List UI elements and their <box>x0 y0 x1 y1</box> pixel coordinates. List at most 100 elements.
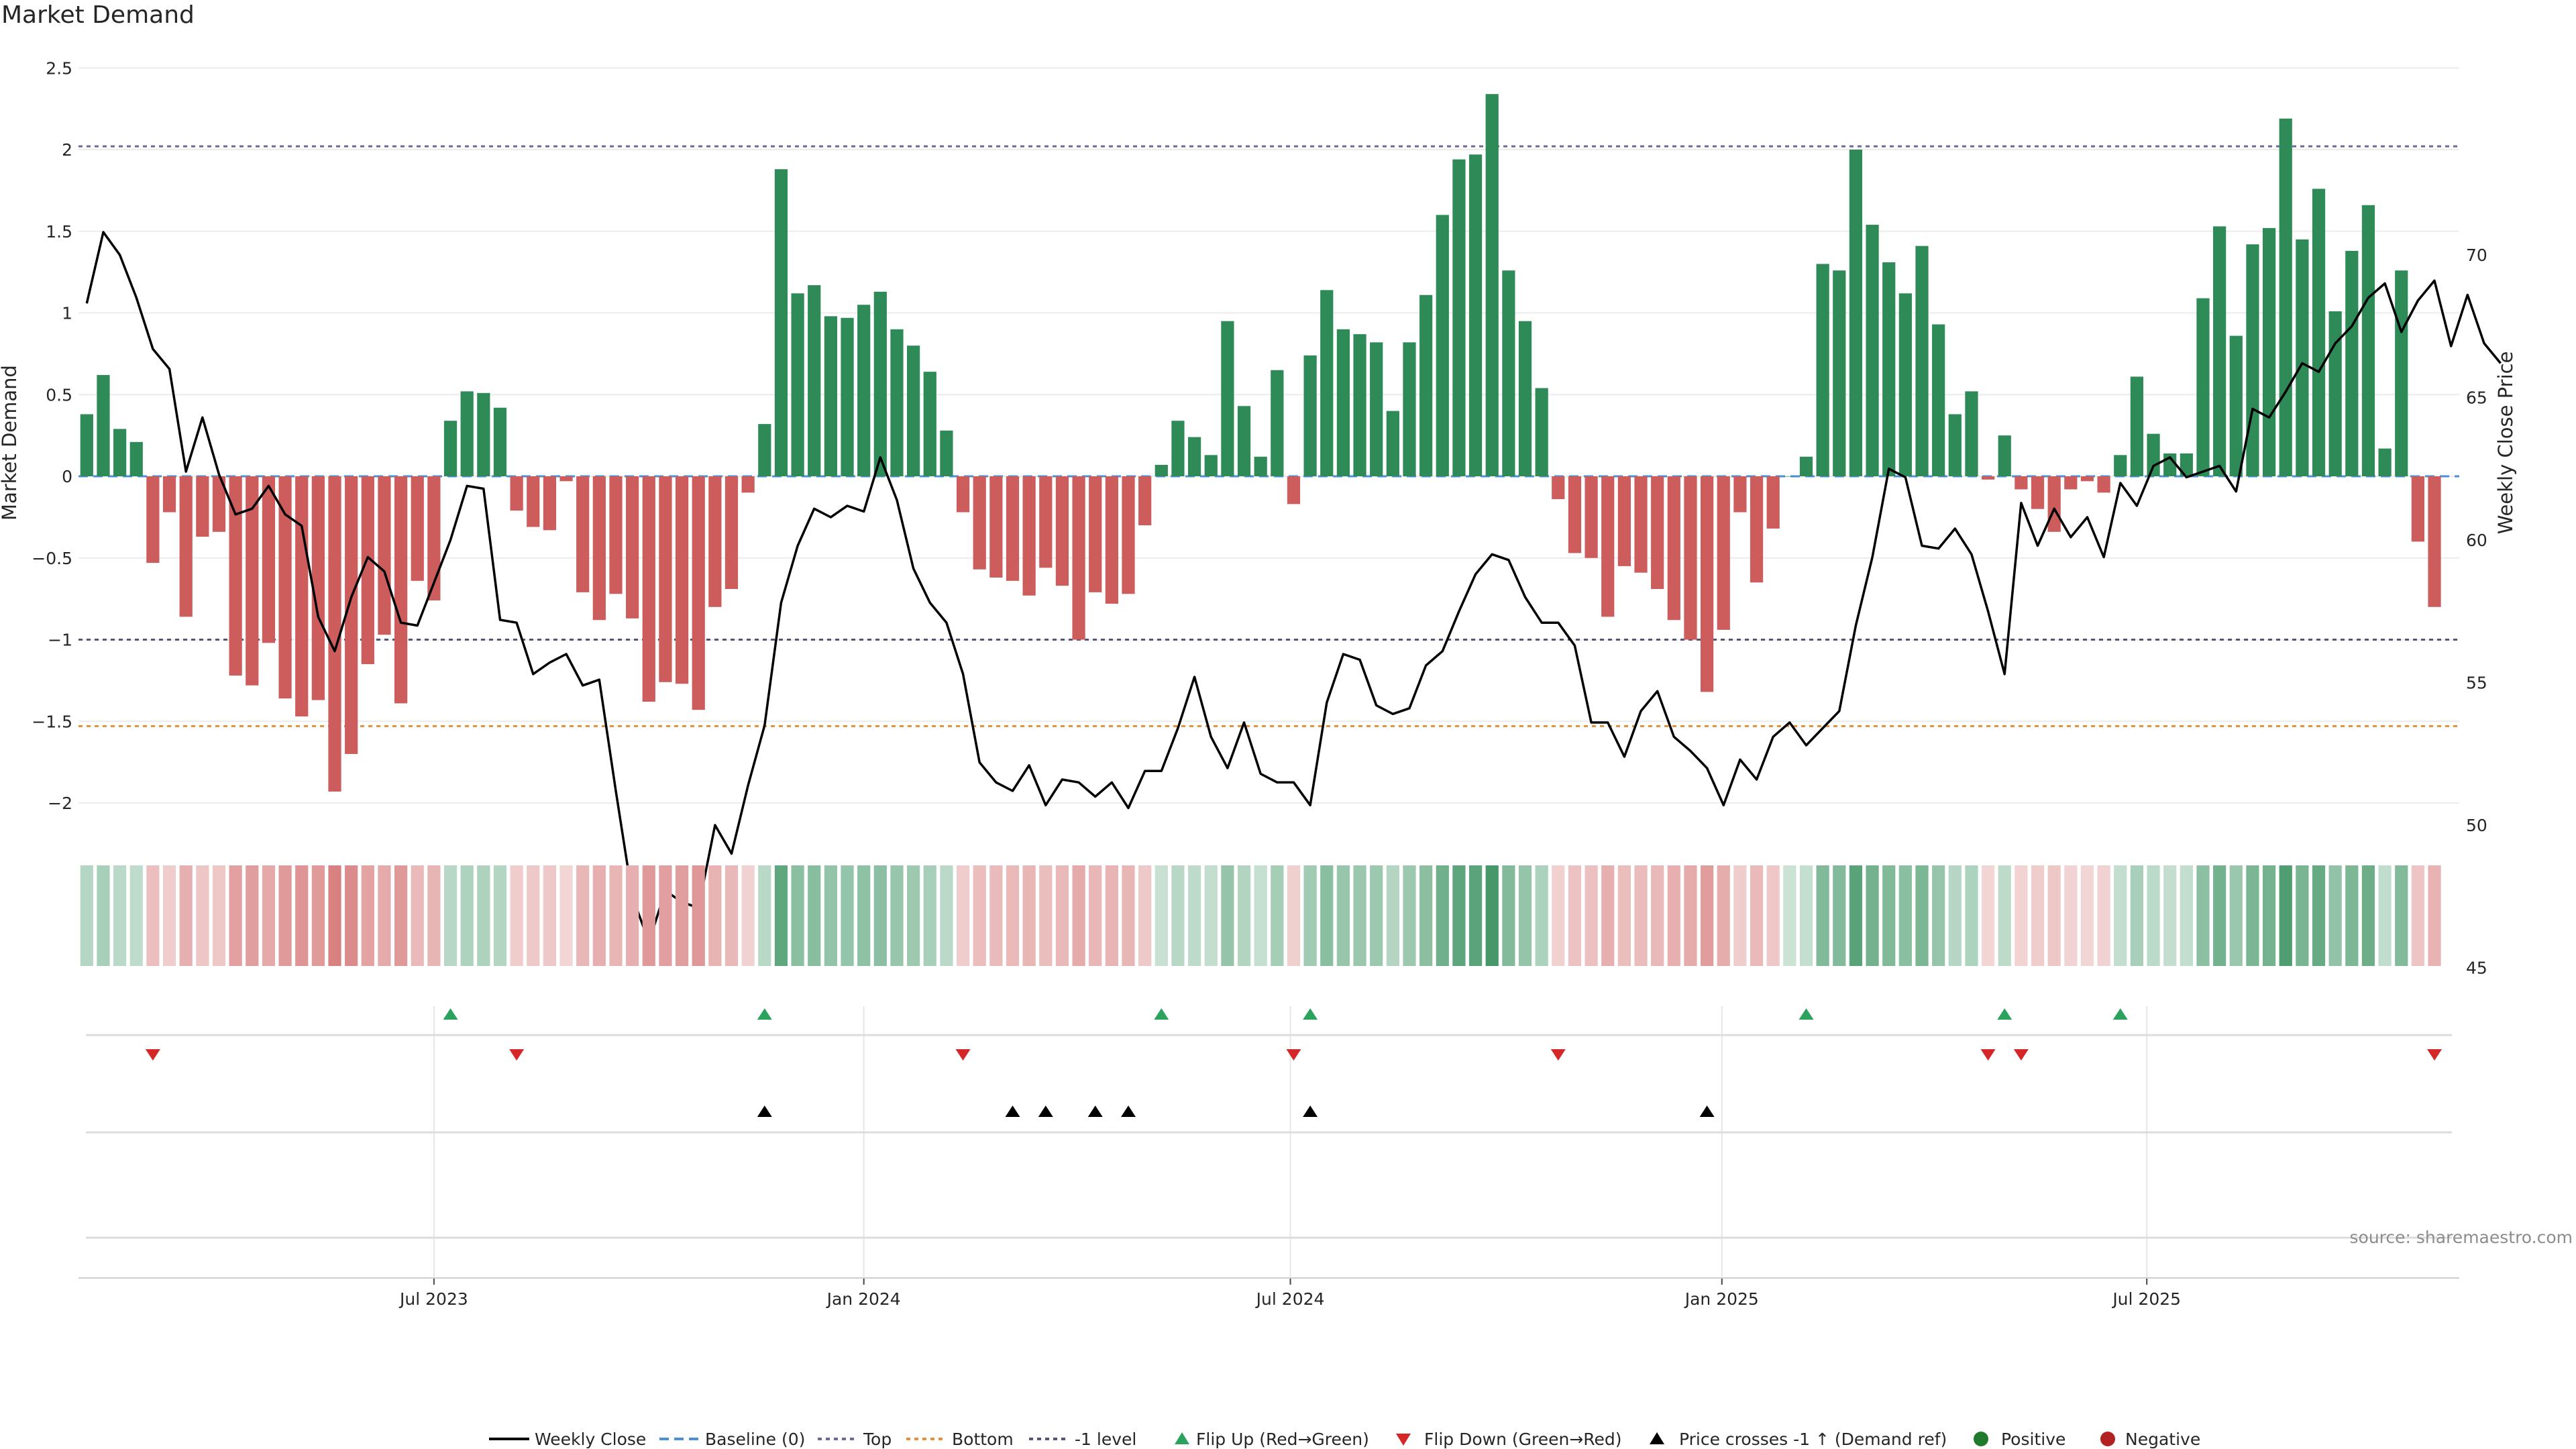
y-right-tick-label: 45 <box>2466 959 2487 978</box>
y-right-tick-label: 60 <box>2466 531 2487 550</box>
heat-cell <box>1370 865 1383 966</box>
heat-cell <box>394 865 408 966</box>
flip-down-marker <box>2013 1049 2029 1061</box>
heat-cell <box>262 865 276 966</box>
heat-cell <box>1568 865 1582 966</box>
demand-heat-strip <box>80 865 2441 966</box>
demand-bar-negative <box>311 476 325 700</box>
flip-down-marker <box>2427 1049 2443 1061</box>
heat-cell <box>1055 865 1069 966</box>
demand-bar-negative <box>1006 476 1020 581</box>
heat-cell <box>1816 865 1829 966</box>
heat-cell <box>129 865 143 966</box>
demand-bar-positive <box>2196 298 2210 476</box>
legend-label: Negative <box>2125 1430 2200 1449</box>
heat-cell <box>2031 865 2045 966</box>
heat-cell <box>1518 865 1532 966</box>
legend-label: Top <box>863 1430 892 1449</box>
heat-cell <box>923 865 936 966</box>
heat-cell <box>2428 865 2441 966</box>
heat-cell <box>824 865 837 966</box>
heat-cell <box>2246 865 2259 966</box>
heat-cell <box>1303 865 1317 966</box>
demand-bar-negative <box>1667 476 1680 621</box>
demand-bar-positive <box>2229 335 2243 476</box>
demand-bar-negative <box>692 476 705 710</box>
heat-cell <box>1783 865 1796 966</box>
y-left-tick-label: −0.5 <box>32 549 72 568</box>
demand-bar-positive <box>1882 262 1896 476</box>
demand-bar-positive <box>1468 154 1483 476</box>
heat-cell <box>1552 865 1565 966</box>
legend-swatch-dot-marker <box>1974 1432 1988 1446</box>
y-left-tick-label: −1.5 <box>32 712 72 731</box>
heat-cell <box>2296 865 2309 966</box>
heat-cell <box>1601 865 1615 966</box>
heat-cell <box>477 865 490 966</box>
demand-bar-negative <box>675 476 689 684</box>
demand-bar-negative <box>2031 476 2045 509</box>
heat-cell <box>2378 865 2392 966</box>
flip-up-marker <box>1154 1008 1169 1020</box>
heat-cell <box>940 865 953 966</box>
heat-cell <box>1254 865 1267 966</box>
demand-bar-positive <box>2147 433 2160 476</box>
demand-bar-negative <box>1072 476 1085 640</box>
price-cross-panel <box>86 1106 2452 1239</box>
demand-bar-negative <box>262 476 276 643</box>
demand-bar-positive <box>1518 321 1532 476</box>
demand-bar-positive <box>2279 118 2292 477</box>
demand-bar-positive <box>2378 448 2392 476</box>
demand-bar-positive <box>1915 246 1929 476</box>
legend-label: Bottom <box>952 1430 1014 1449</box>
heat-cell <box>229 865 242 966</box>
demand-bar-negative <box>1766 476 1780 529</box>
heat-cell <box>1221 865 1234 966</box>
heat-cell <box>1089 865 1102 966</box>
heat-cell <box>973 865 986 966</box>
demand-bar-negative <box>2064 476 2078 490</box>
demand-bar-positive <box>1452 159 1466 477</box>
heat-cell <box>1898 865 1912 966</box>
demand-bar-negative <box>411 476 424 581</box>
heat-cell <box>1882 865 1896 966</box>
demand-bar-negative <box>659 476 672 682</box>
demand-bar-negative <box>278 476 292 699</box>
demand-bar-positive <box>1204 455 1218 476</box>
demand-bar-positive <box>1221 321 1234 476</box>
heat-cell <box>1998 865 2011 966</box>
heat-cell <box>2361 865 2375 966</box>
price-cross-marker <box>1005 1106 1020 1117</box>
demand-bar-positive <box>2213 226 2226 476</box>
heat-cell <box>1419 865 1433 966</box>
demand-bar-positive <box>1303 355 1317 476</box>
heat-cell <box>1204 865 1218 966</box>
heat-cell <box>642 865 655 966</box>
heat-cell <box>2097 865 2110 966</box>
heat-cell <box>1237 865 1251 966</box>
demand-bar-positive <box>1271 370 1284 476</box>
demand-bar-positive <box>2395 270 2408 476</box>
demand-bar-negative <box>179 476 193 617</box>
heat-cell <box>1187 865 1201 966</box>
heat-cell <box>146 865 160 966</box>
heat-cell <box>857 865 871 966</box>
demand-bar-negative <box>1601 476 1615 617</box>
demand-bar-negative <box>1981 476 1995 480</box>
demand-bar-negative <box>361 476 374 665</box>
y-left-tick-label: 1.5 <box>46 222 72 241</box>
heat-cell <box>2312 865 2326 966</box>
heat-cell <box>1948 865 1962 966</box>
heat-cell <box>1502 865 1515 966</box>
demand-bar-positive <box>2345 250 2359 476</box>
heat-cell <box>1833 865 1846 966</box>
demand-bar-negative <box>229 476 242 676</box>
heat-cell <box>162 865 176 966</box>
heat-cell <box>427 865 441 966</box>
heat-cell <box>2130 865 2144 966</box>
flip-up-marker <box>443 1008 458 1020</box>
heat-cell <box>724 865 739 966</box>
heat-cell <box>1866 865 1879 966</box>
heat-cell <box>2180 865 2193 966</box>
legend-label: Flip Up (Red→Green) <box>1196 1430 1369 1449</box>
